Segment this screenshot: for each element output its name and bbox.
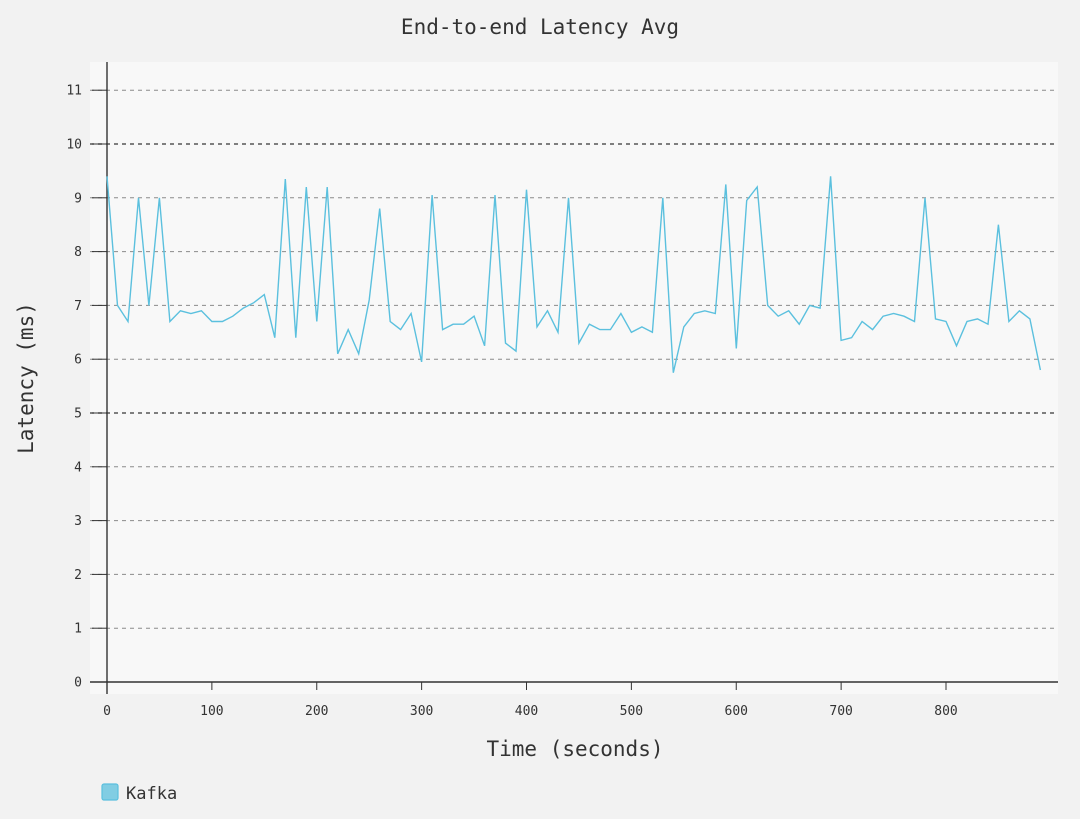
x-tick-label-700: 700 <box>829 704 852 719</box>
y-tick-label-5: 5 <box>74 407 82 422</box>
y-tick-labels: 0 1 2 3 4 5 6 7 8 9 10 11 <box>66 84 82 691</box>
x-tick-label-300: 300 <box>410 704 433 719</box>
x-tick-label-600: 600 <box>725 704 748 719</box>
legend-label-kafka: Kafka <box>126 784 177 804</box>
x-tick-label-200: 200 <box>305 704 328 719</box>
series-lines <box>106 176 1042 373</box>
plot-area <box>90 62 1058 694</box>
x-tick-label-800: 800 <box>934 704 957 719</box>
x-tick-label-100: 100 <box>200 704 223 719</box>
y-tick-label-11: 11 <box>66 84 82 99</box>
x-tick-label-0: 0 <box>103 704 111 719</box>
series-line-kafka <box>106 176 1042 373</box>
y-tick-label-9: 9 <box>74 191 82 206</box>
x-tick-label-400: 400 <box>515 704 538 719</box>
y-tick-label-4: 4 <box>74 460 82 475</box>
y-tick-label-8: 8 <box>74 245 82 260</box>
x-axis-title: Time (seconds) <box>486 737 663 761</box>
x-tick-label-500: 500 <box>620 704 643 719</box>
y-axis-title: Latency (ms) <box>14 302 38 454</box>
legend: Kafka <box>101 783 177 804</box>
y-tick-label-3: 3 <box>74 514 82 529</box>
y-tick-label-10: 10 <box>66 138 82 153</box>
chart-title: End-to-end Latency Avg <box>401 15 679 39</box>
y-tick-label-1: 1 <box>74 622 82 637</box>
axes <box>90 62 1058 694</box>
y-tick-label-2: 2 <box>74 568 82 583</box>
y-tick-label-7: 7 <box>74 299 82 314</box>
y-tick-label-6: 6 <box>74 353 82 368</box>
grid-lines <box>90 89 1058 629</box>
y-tick-label-0: 0 <box>74 676 82 691</box>
legend-swatch-kafka <box>101 783 119 801</box>
x-tick-labels: 0 100 200 300 400 500 600 700 800 <box>103 704 958 719</box>
